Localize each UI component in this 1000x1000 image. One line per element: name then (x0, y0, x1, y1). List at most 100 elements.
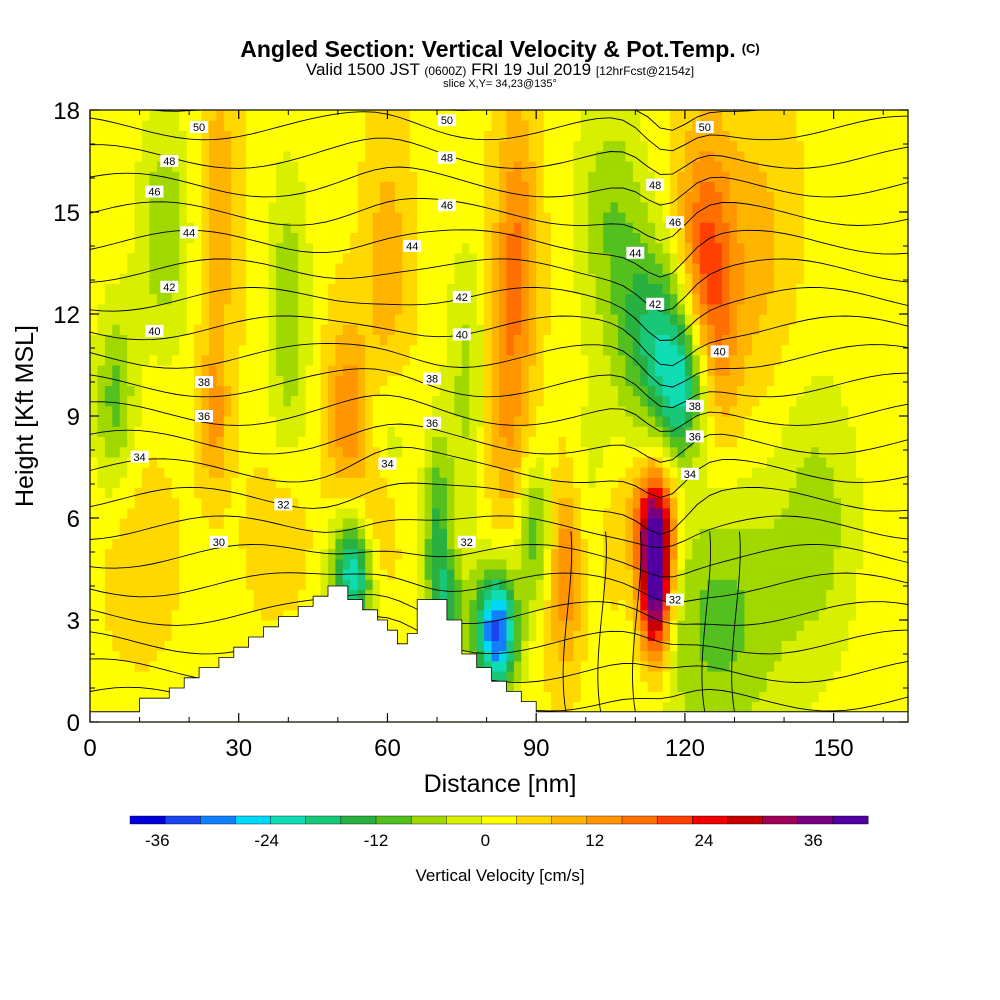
velocity-cell (238, 120, 247, 131)
velocity-cell (305, 120, 314, 131)
velocity-cell (365, 416, 374, 427)
velocity-cell (461, 375, 470, 386)
velocity-cell (134, 150, 143, 162)
velocity-cell (499, 283, 508, 295)
velocity-cell (625, 222, 634, 233)
velocity-cell (446, 212, 455, 223)
velocity-cell (380, 212, 389, 223)
velocity-cell (632, 528, 641, 539)
velocity-cell (454, 589, 463, 601)
velocity-cell (261, 293, 270, 305)
velocity-cell (573, 650, 582, 662)
velocity-cell (327, 558, 336, 570)
velocity-cell (595, 334, 604, 346)
velocity-cell (127, 528, 136, 539)
velocity-cell (149, 640, 158, 652)
velocity-cell (625, 671, 634, 682)
velocity-cell (565, 630, 574, 641)
velocity-cell (320, 467, 329, 478)
velocity-cell (119, 569, 128, 580)
velocity-cell (446, 273, 455, 284)
velocity-cell (684, 579, 693, 590)
velocity-cell (283, 477, 292, 488)
velocity-cell (595, 426, 604, 437)
velocity-cell (394, 599, 403, 611)
velocity-cell (246, 426, 255, 437)
velocity-cell (573, 579, 582, 590)
velocity-cell (261, 120, 270, 131)
velocity-cell (499, 314, 508, 325)
velocity-cell (595, 314, 604, 325)
velocity-cell (484, 150, 493, 162)
velocity-cell (350, 375, 359, 386)
velocity-cell (208, 385, 218, 397)
velocity-cell (595, 140, 604, 152)
velocity-cell (499, 538, 508, 550)
chart-subtitle: Valid 1500 JST (0600Z) FRI 19 Jul 2019 [… (0, 60, 1000, 80)
velocity-cell (491, 671, 500, 682)
velocity-cell (231, 385, 240, 397)
velocity-cell (506, 232, 515, 244)
velocity-cell (216, 456, 225, 468)
velocity-cell (380, 436, 389, 448)
velocity-cell (588, 273, 597, 284)
velocity-cell (104, 497, 113, 509)
velocity-cell (521, 609, 530, 621)
velocity-cell (476, 477, 485, 488)
velocity-cell (201, 171, 210, 182)
velocity-cell (699, 354, 708, 366)
velocity-cell (127, 344, 136, 356)
velocity-cell (387, 354, 396, 366)
velocity-cell (699, 569, 708, 580)
velocity-cell (90, 212, 99, 223)
velocity-cell (647, 426, 656, 437)
velocity-cell (424, 344, 433, 356)
velocity-cell (97, 650, 106, 662)
velocity-cell (261, 212, 270, 223)
velocity-cell (305, 426, 314, 437)
velocity-cell (223, 171, 232, 182)
velocity-cell (573, 518, 582, 529)
velocity-cell (603, 161, 612, 172)
velocity-cell (677, 487, 686, 499)
velocity-cell (558, 446, 567, 458)
velocity-cell (112, 650, 121, 662)
velocity-cell (484, 212, 493, 223)
velocity-cell (156, 671, 165, 682)
velocity-cell (588, 252, 597, 264)
velocity-cell (275, 385, 284, 397)
velocity-cell (476, 365, 485, 376)
velocity-cell (655, 395, 664, 407)
velocity-cell (268, 467, 277, 478)
velocity-cell (179, 161, 188, 172)
velocity-cell (409, 609, 418, 621)
velocity-cell (558, 375, 567, 386)
velocity-cell (127, 293, 136, 305)
velocity-cell (97, 365, 106, 376)
velocity-cell (536, 538, 545, 550)
velocity-cell (536, 416, 545, 427)
velocity-cell (528, 640, 537, 652)
velocity-cell (588, 507, 597, 519)
velocity-cell (595, 375, 604, 386)
velocity-cell (216, 283, 225, 295)
velocity-cell (342, 161, 351, 172)
velocity-cell (268, 324, 277, 335)
velocity-cell (127, 375, 136, 386)
velocity-cell (216, 293, 225, 305)
velocity-cell (127, 507, 136, 519)
velocity-cell (461, 354, 470, 366)
velocity-cell (677, 150, 686, 162)
velocity-cell (670, 436, 679, 448)
velocity-cell (439, 314, 448, 325)
velocity-cell (223, 426, 232, 437)
velocity-cell (90, 242, 99, 254)
velocity-cell (409, 589, 418, 601)
velocity-cell (261, 538, 270, 550)
velocity-cell (290, 395, 299, 407)
velocity-cell (506, 589, 515, 601)
velocity-cell (573, 130, 582, 142)
velocity-cell (484, 620, 493, 631)
velocity-cell (454, 548, 463, 560)
velocity-cell (320, 436, 329, 448)
